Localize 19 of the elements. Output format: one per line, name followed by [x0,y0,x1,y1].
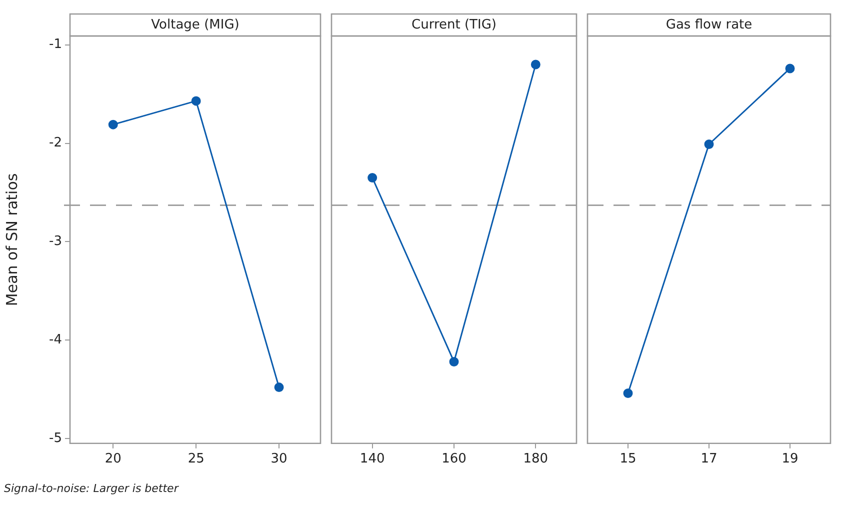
y-tick-label: -4 [49,332,62,348]
y-tick-label: -2 [49,136,62,151]
x-tick-label: 30 [270,452,288,467]
text: Signal-to-noise: Larger is better [4,482,178,495]
y-tick-label: -5 [49,430,62,446]
chart-title: Voltage (MIG) [151,17,240,32]
chart-title: Current (TIG) [412,17,496,32]
chart-title: Gas flow rate [666,17,752,32]
x-tick-label: 180 [523,452,548,467]
x-tick-label: 19 [782,452,798,467]
y-tick-label: -3 [49,234,62,250]
y-axis-title: Mean of SN ratios [2,173,21,306]
x-tick-label: 25 [188,452,204,467]
x-tick-label: 17 [700,452,718,467]
x-tick-label: 140 [360,452,385,467]
x-tick-label: 160 [442,452,466,467]
x-tick-label: 20 [104,452,122,467]
y-tick-label: -1 [49,37,62,52]
x-tick-label: 15 [620,452,636,467]
